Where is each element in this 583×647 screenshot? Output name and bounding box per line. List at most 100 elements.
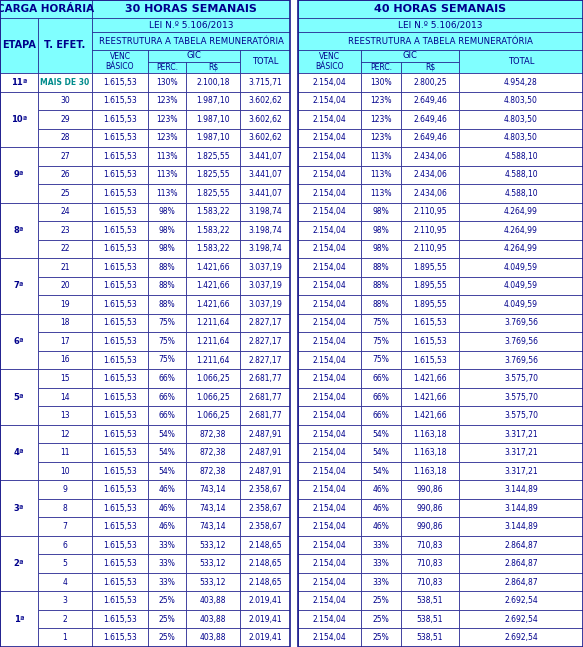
Text: 123%: 123% xyxy=(370,115,392,124)
Bar xyxy=(92,110,148,129)
Text: 2.358,67: 2.358,67 xyxy=(248,522,282,531)
Text: 533,12: 533,12 xyxy=(200,559,226,568)
Bar xyxy=(186,462,240,480)
Bar xyxy=(361,518,401,536)
Text: 3.037,19: 3.037,19 xyxy=(248,281,282,291)
Text: 46%: 46% xyxy=(159,503,175,512)
Bar xyxy=(401,61,459,73)
Text: 538,51: 538,51 xyxy=(417,596,443,605)
Bar xyxy=(0,536,38,591)
Text: 88%: 88% xyxy=(373,300,389,309)
Bar xyxy=(401,184,459,203)
Text: 4.264,99: 4.264,99 xyxy=(504,208,538,216)
Bar xyxy=(361,314,401,332)
Text: 54%: 54% xyxy=(373,466,389,476)
Bar xyxy=(361,536,401,554)
Bar xyxy=(361,425,401,443)
Text: 88%: 88% xyxy=(373,281,389,291)
Bar xyxy=(290,129,298,147)
Bar xyxy=(92,166,148,184)
Text: 8: 8 xyxy=(62,503,68,512)
Bar xyxy=(459,147,583,166)
Text: 12: 12 xyxy=(60,430,70,439)
Text: 2.487,91: 2.487,91 xyxy=(248,430,282,439)
Bar xyxy=(401,239,459,258)
Text: 113%: 113% xyxy=(156,170,178,179)
Bar xyxy=(240,110,290,129)
Bar xyxy=(148,61,186,73)
Bar xyxy=(38,480,92,499)
Text: 3.575,70: 3.575,70 xyxy=(504,393,538,402)
Bar xyxy=(290,239,298,258)
Text: 16: 16 xyxy=(60,355,70,364)
Bar xyxy=(38,573,92,591)
Bar xyxy=(361,61,401,73)
Bar xyxy=(298,406,361,425)
Text: 2.148,65: 2.148,65 xyxy=(248,541,282,550)
Bar xyxy=(92,443,148,462)
Bar xyxy=(459,591,583,610)
Bar xyxy=(240,610,290,628)
Bar xyxy=(92,518,148,536)
Text: 2.154,04: 2.154,04 xyxy=(312,281,346,291)
Text: 4.803,50: 4.803,50 xyxy=(504,133,538,142)
Bar xyxy=(92,628,148,647)
Text: 13: 13 xyxy=(60,411,70,420)
Text: 66%: 66% xyxy=(159,374,175,383)
Bar xyxy=(92,406,148,425)
Text: 1.615,53: 1.615,53 xyxy=(103,96,137,105)
Text: 29: 29 xyxy=(60,115,70,124)
Text: 1.421,66: 1.421,66 xyxy=(196,281,230,291)
Bar xyxy=(38,277,92,295)
Bar xyxy=(401,129,459,147)
Bar xyxy=(401,314,459,332)
Bar xyxy=(298,480,361,499)
Text: 1.615,53: 1.615,53 xyxy=(103,448,137,457)
Text: 4.588,10: 4.588,10 xyxy=(504,152,538,161)
Text: 2.154,04: 2.154,04 xyxy=(312,96,346,105)
Bar xyxy=(38,628,92,647)
Text: 1.615,53: 1.615,53 xyxy=(103,485,137,494)
Bar xyxy=(290,147,298,166)
Text: 2.154,04: 2.154,04 xyxy=(312,208,346,216)
Text: 22: 22 xyxy=(60,245,70,254)
Bar xyxy=(148,573,186,591)
Text: 54%: 54% xyxy=(159,430,175,439)
Text: 27: 27 xyxy=(60,152,70,161)
Text: 28: 28 xyxy=(60,133,70,142)
Bar xyxy=(92,32,290,50)
Text: CARGA HORÁRIA: CARGA HORÁRIA xyxy=(0,4,94,14)
Text: 130%: 130% xyxy=(370,78,392,87)
Text: 3.769,56: 3.769,56 xyxy=(504,337,538,346)
Text: 4.264,99: 4.264,99 xyxy=(504,226,538,235)
Bar xyxy=(240,166,290,184)
Text: 1ª: 1ª xyxy=(13,615,24,624)
Text: 75%: 75% xyxy=(159,318,175,327)
Text: 2.154,04: 2.154,04 xyxy=(312,355,346,364)
Text: 2.154,04: 2.154,04 xyxy=(312,615,346,624)
Bar xyxy=(290,573,298,591)
Text: GIC: GIC xyxy=(403,51,417,60)
Text: 2.154,04: 2.154,04 xyxy=(312,559,346,568)
Bar xyxy=(290,518,298,536)
Text: 23: 23 xyxy=(60,226,70,235)
Text: PERC.: PERC. xyxy=(370,63,392,72)
Text: 66%: 66% xyxy=(373,374,389,383)
Text: 743,14: 743,14 xyxy=(200,503,226,512)
Text: 3.317,21: 3.317,21 xyxy=(504,430,538,439)
Bar xyxy=(148,91,186,110)
Text: 2.154,04: 2.154,04 xyxy=(312,503,346,512)
Bar xyxy=(240,480,290,499)
Bar xyxy=(361,499,401,518)
Text: 1.066,25: 1.066,25 xyxy=(196,374,230,383)
Bar xyxy=(459,166,583,184)
Bar xyxy=(38,388,92,406)
Text: 3.198,74: 3.198,74 xyxy=(248,226,282,235)
Bar xyxy=(148,610,186,628)
Bar xyxy=(148,332,186,351)
Text: 1.583,22: 1.583,22 xyxy=(196,245,230,254)
Text: 2.487,91: 2.487,91 xyxy=(248,448,282,457)
Text: 123%: 123% xyxy=(156,115,178,124)
Bar xyxy=(92,480,148,499)
Text: 2.434,06: 2.434,06 xyxy=(413,170,447,179)
